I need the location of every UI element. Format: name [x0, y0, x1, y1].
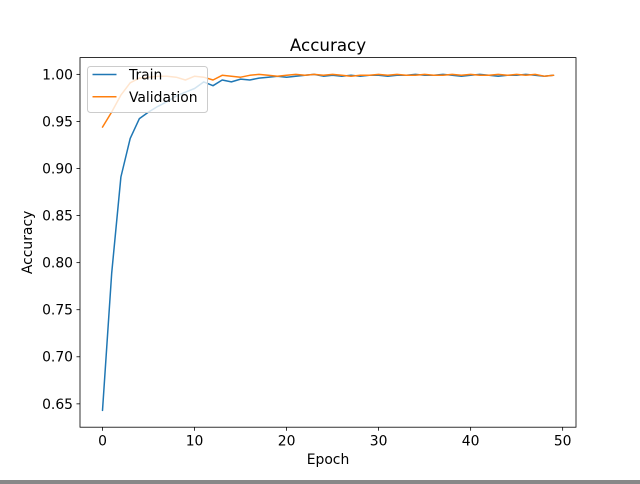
y-tick-label: 0.90 — [42, 161, 73, 177]
x-tick-label: 40 — [462, 434, 480, 450]
x-tick-label: 50 — [554, 434, 572, 450]
x-tick-label: 30 — [370, 434, 388, 450]
legend-label-train: Train — [128, 68, 162, 84]
x-tick-label: 0 — [98, 434, 107, 450]
axes-spines — [79, 57, 577, 428]
y-tick-label: 0.80 — [42, 256, 73, 272]
y-tick-label: 0.95 — [42, 114, 73, 130]
chart-title: Accuracy — [290, 35, 366, 55]
y-tick-label: 1.00 — [42, 67, 73, 83]
y-axis-label: Accuracy — [20, 211, 36, 274]
legend: Train Validation — [87, 66, 208, 113]
series-line-train — [101, 73, 555, 412]
y-tick-label: 0.85 — [42, 208, 73, 224]
x-tick-label: 10 — [186, 434, 204, 450]
legend-label-validation: Validation — [129, 90, 198, 106]
x-axis-label: Epoch — [307, 452, 350, 468]
y-tick-label: 0.75 — [42, 303, 73, 319]
y-tick-label: 0.65 — [42, 397, 73, 413]
x-tick-label: 20 — [278, 434, 296, 450]
legend-box — [87, 66, 208, 113]
plot-area: 0 10 20 30 40 50 0.65 0.70 0.75 0.80 0.85 0.90 0.95 1… — [42, 67, 571, 449]
y-tick-label: 0.70 — [42, 350, 73, 366]
